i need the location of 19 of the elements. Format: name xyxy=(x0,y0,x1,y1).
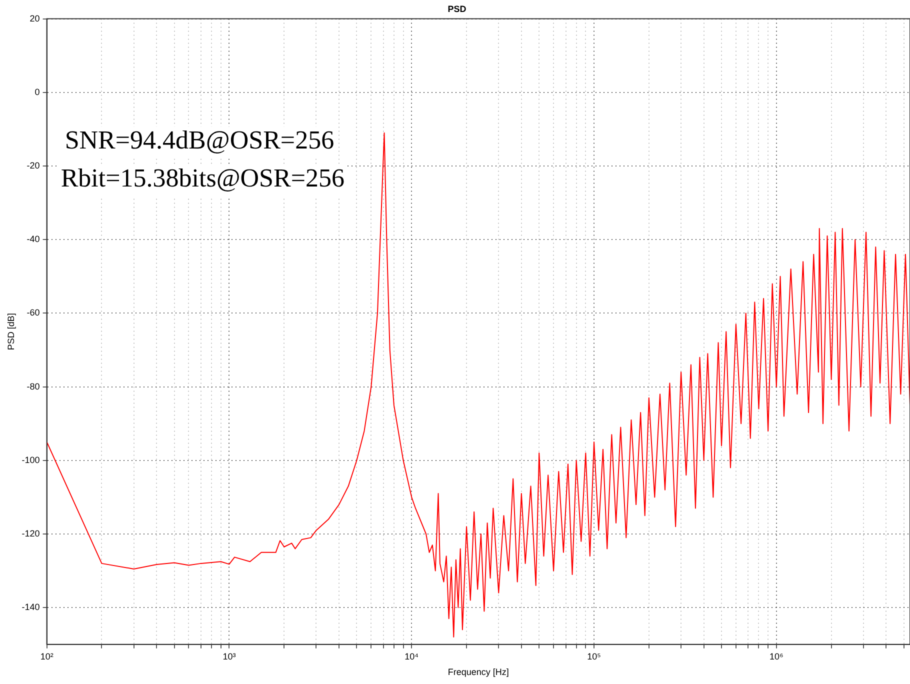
y-tick-label: 0 xyxy=(34,86,40,97)
x-tick-label: 10⁶ xyxy=(770,651,784,662)
y-axis-title: PSD [dB] xyxy=(6,313,16,350)
x-axis-title: Frequency [Hz] xyxy=(448,667,509,678)
y-tick-label: -140 xyxy=(22,602,40,612)
x-tick-label: 10⁵ xyxy=(587,651,602,662)
y-tick-label: -60 xyxy=(26,308,40,318)
chart-title: PSD xyxy=(448,4,467,14)
y-tick-label: -40 xyxy=(26,234,40,244)
annotation: Rbit=15.38bits@OSR=256 xyxy=(60,164,345,193)
annotation: SNR=94.4dB@OSR=256 xyxy=(64,126,334,155)
x-tick-label: 10² xyxy=(40,651,54,662)
y-tick-label: -100 xyxy=(22,454,40,465)
x-tick-label: 10⁴ xyxy=(404,651,419,662)
y-tick-label: -80 xyxy=(26,381,40,392)
y-tick-label: 20 xyxy=(30,13,40,24)
x-tick-label: 10³ xyxy=(222,651,236,662)
y-tick-label: -20 xyxy=(26,160,40,170)
y-tick-label: -120 xyxy=(22,528,40,538)
